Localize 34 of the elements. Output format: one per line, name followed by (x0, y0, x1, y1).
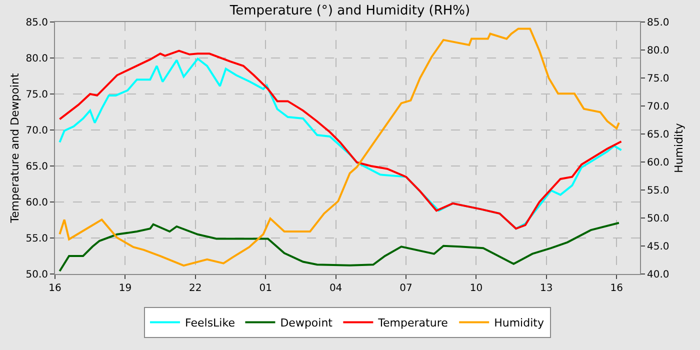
y2-tick-label: 75.0 (647, 74, 670, 84)
x-tick-label: 22 (189, 283, 202, 294)
x-tick-label: 10 (470, 283, 483, 294)
x-tick-label: 04 (329, 283, 342, 294)
y-tick-label: 50.0 (26, 270, 48, 280)
y2-tick-label: 50.0 (647, 214, 670, 224)
y2-tick-label: 65.0 (647, 130, 670, 140)
chart-title: Temperature (°) and Humidity (RH%) (228, 3, 470, 18)
legend-label: Dewpoint (280, 316, 334, 330)
y2-tick-label: 55.0 (647, 186, 670, 196)
legend-label: FeelsLike (185, 316, 236, 330)
y-tick-label: 85.0 (26, 18, 48, 28)
y2-tick-label: 40.0 (647, 270, 670, 280)
legend-label: Humidity (494, 316, 544, 330)
x-tick-label: 16 (48, 283, 62, 294)
x-tick-label: 16 (610, 283, 623, 294)
legend-label: Temperature (377, 316, 448, 330)
y2-tick-label: 45.0 (647, 242, 670, 252)
y2-tick-label: 70.0 (647, 102, 670, 112)
x-tick-label: 19 (118, 283, 132, 294)
y2-tick-label: 80.0 (647, 46, 670, 56)
y2-tick-label: 85.0 (647, 18, 670, 28)
y-tick-label: 70.0 (26, 126, 48, 136)
y-tick-label: 80.0 (26, 54, 48, 64)
y-tick-label: 65.0 (26, 162, 48, 172)
x-tick-label: 07 (400, 283, 412, 294)
y-tick-label: 55.0 (26, 234, 48, 244)
x-tick-label: 01 (259, 283, 272, 294)
y-axis-title: Temperature and Dewpoint (8, 72, 22, 224)
y-tick-label: 75.0 (26, 90, 48, 100)
y2-axis-title: Humidity (672, 122, 686, 173)
y-tick-label: 60.0 (26, 198, 48, 208)
y2-tick-label: 60.0 (647, 158, 670, 168)
x-tick-label: 13 (540, 283, 553, 294)
